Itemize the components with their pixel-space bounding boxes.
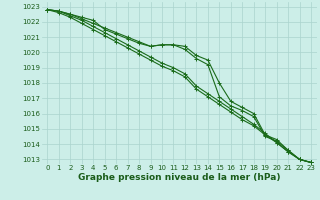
X-axis label: Graphe pression niveau de la mer (hPa): Graphe pression niveau de la mer (hPa) [78, 173, 280, 182]
